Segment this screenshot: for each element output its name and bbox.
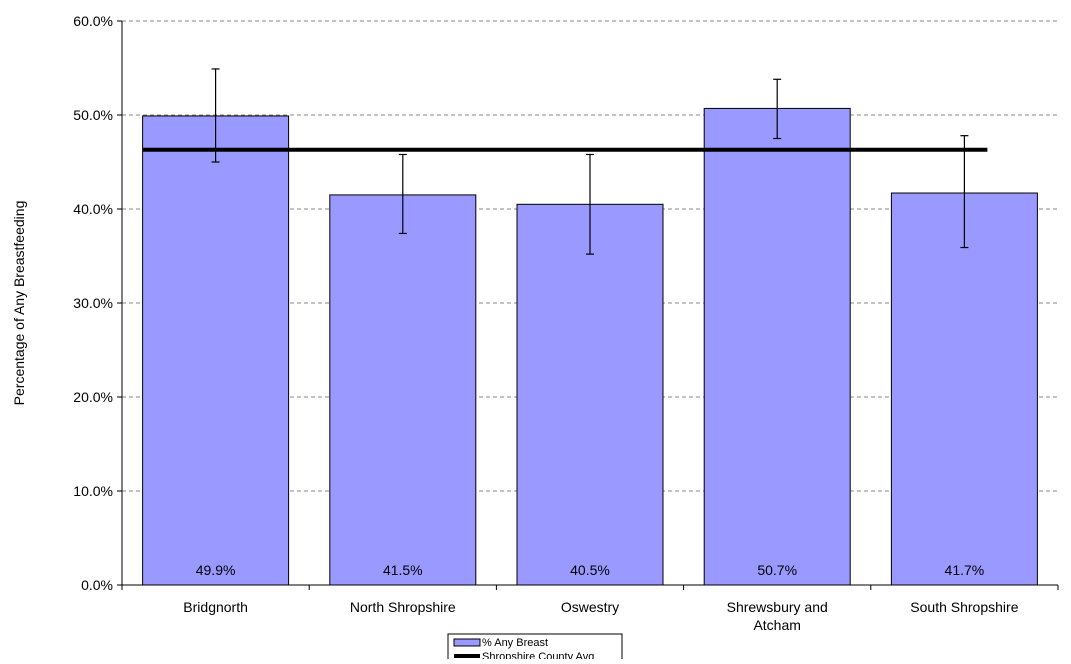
legend-label: % Any Breast bbox=[482, 637, 548, 649]
x-tick-label: Oswestry bbox=[561, 599, 619, 615]
data-label: 41.7% bbox=[945, 562, 985, 578]
x-tick-label: South Shropshire bbox=[910, 599, 1018, 615]
data-label: 41.5% bbox=[383, 562, 423, 578]
y-axis-label: Percentage of Any Breastfeeding bbox=[11, 201, 27, 406]
y-tick-label: 60.0% bbox=[73, 13, 113, 29]
data-label: 50.7% bbox=[757, 562, 797, 578]
bar bbox=[703, 107, 851, 586]
y-tick-label: 30.0% bbox=[73, 295, 113, 311]
y-tick-label: 40.0% bbox=[73, 201, 113, 217]
data-label: 49.9% bbox=[196, 562, 236, 578]
legend-swatch-bar bbox=[453, 638, 481, 647]
y-tick-label: 50.0% bbox=[73, 107, 113, 123]
y-tick-label: 10.0% bbox=[73, 483, 113, 499]
x-tick-label: North Shropshire bbox=[350, 599, 456, 615]
x-tick-label: Shrewsbury and bbox=[727, 599, 828, 615]
y-tick-label: 0.0% bbox=[81, 577, 113, 593]
data-label: 40.5% bbox=[570, 562, 610, 578]
bar bbox=[890, 192, 1038, 586]
y-tick-label: 20.0% bbox=[73, 389, 113, 405]
bar bbox=[142, 115, 290, 586]
x-tick-label: Bridgnorth bbox=[183, 599, 248, 615]
x-tick-label: Atcham bbox=[753, 617, 800, 633]
legend-label: Shropshire County Avg bbox=[482, 651, 594, 659]
bar bbox=[516, 203, 664, 586]
bar bbox=[329, 194, 477, 586]
